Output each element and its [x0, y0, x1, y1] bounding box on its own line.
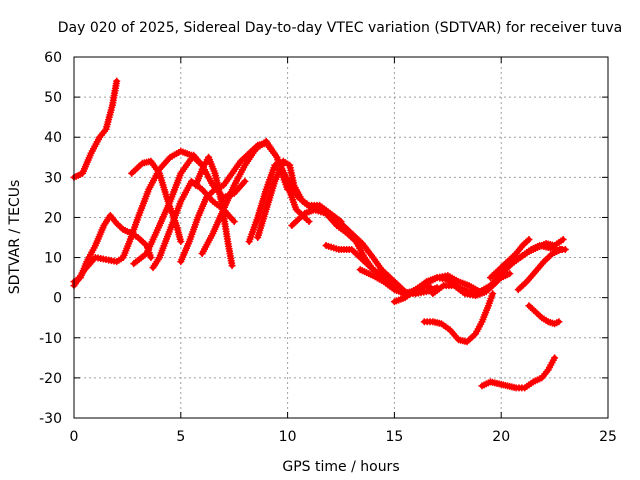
data-point-marker — [427, 284, 435, 292]
x-tick-label: 10 — [279, 429, 297, 445]
series-track-8 — [192, 153, 236, 270]
x-tick-label: 0 — [70, 429, 79, 445]
data-point-marker — [241, 177, 249, 185]
data-series — [70, 77, 569, 392]
data-point-marker — [113, 77, 121, 85]
y-tick-label: 10 — [44, 251, 62, 267]
grid-lines — [74, 57, 608, 418]
y-tick-label: 40 — [44, 130, 62, 146]
data-point-marker — [559, 236, 567, 244]
data-point-marker — [557, 246, 565, 254]
y-tick-label: 20 — [44, 210, 62, 226]
y-tick-label: -10 — [39, 331, 62, 347]
x-tick-label: 20 — [492, 429, 510, 445]
series-track-22 — [525, 302, 563, 328]
data-point-marker — [555, 318, 563, 326]
data-point-marker — [230, 217, 238, 225]
plot-frame — [73, 56, 609, 419]
data-point-marker — [228, 262, 236, 270]
x-axis-label: GPS time / hours — [282, 459, 399, 475]
data-point-marker — [551, 354, 559, 362]
y-tick-label: 30 — [44, 170, 62, 186]
series-track-21 — [478, 354, 559, 392]
x-tick-label: 25 — [599, 429, 617, 445]
chart-title: Day 020 of 2025, Sidereal Day-to-day VTE… — [58, 20, 622, 36]
y-tick-label: -30 — [39, 411, 62, 427]
series-track-19 — [476, 236, 567, 298]
series-track-20 — [514, 246, 565, 294]
data-point-marker — [147, 254, 155, 262]
x-tick-label: 15 — [385, 429, 403, 445]
data-point-marker — [506, 270, 514, 278]
series-track-16 — [420, 290, 497, 346]
x-tick-label: 5 — [176, 429, 185, 445]
data-point-marker — [525, 236, 533, 244]
y-tick-label: 60 — [44, 50, 62, 66]
y-tick-label: 50 — [44, 90, 62, 106]
data-point-marker — [305, 217, 313, 225]
series-track-1 — [70, 77, 121, 181]
y-tick-label: 0 — [53, 291, 62, 307]
y-tick-label: -20 — [39, 371, 62, 387]
data-point-marker — [177, 238, 185, 246]
data-point-marker — [489, 290, 497, 298]
y-axis-label: SDTVAR / TECUs — [7, 180, 23, 295]
series-track-3 — [70, 147, 206, 290]
